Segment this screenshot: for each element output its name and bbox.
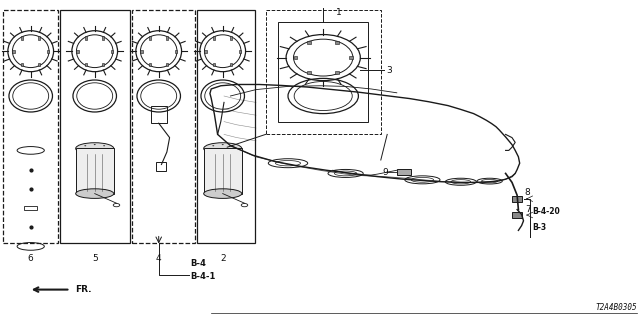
Bar (512, 196, 522, 202)
Bar (204, 148, 242, 194)
Text: 4: 4 (156, 254, 161, 263)
Text: B-4-20: B-4-20 (532, 207, 560, 216)
Text: T2A4B0305: T2A4B0305 (595, 303, 637, 312)
Bar (21, 36, 23, 40)
Bar (156, 162, 166, 171)
Bar (335, 71, 339, 75)
Text: B-4-1: B-4-1 (191, 272, 216, 281)
Bar (38, 63, 40, 66)
Text: FR.: FR. (76, 285, 92, 294)
Bar (85, 36, 87, 40)
Bar (166, 36, 168, 40)
Text: 7: 7 (525, 205, 531, 214)
Bar (204, 50, 207, 53)
Bar (111, 50, 113, 53)
Bar (230, 36, 232, 40)
Bar (21, 63, 23, 66)
Bar (278, 22, 368, 122)
Ellipse shape (76, 189, 114, 198)
Circle shape (103, 145, 105, 146)
Circle shape (81, 148, 83, 149)
Bar (38, 36, 40, 40)
Bar (140, 50, 143, 53)
Bar (294, 56, 297, 60)
Text: 2: 2 (220, 254, 225, 263)
Circle shape (231, 145, 233, 146)
Bar (47, 50, 49, 53)
Bar (150, 106, 167, 123)
Bar (335, 41, 339, 44)
Text: 1: 1 (336, 8, 342, 17)
Bar (197, 10, 255, 243)
Ellipse shape (204, 189, 242, 198)
Bar (132, 10, 195, 243)
Circle shape (84, 145, 86, 146)
Text: 6: 6 (28, 254, 33, 263)
Circle shape (221, 144, 224, 145)
Text: 8: 8 (525, 188, 531, 197)
Bar (24, 206, 37, 211)
Circle shape (235, 148, 237, 149)
Bar (102, 36, 104, 40)
Bar (230, 63, 232, 66)
Text: B-3: B-3 (532, 223, 547, 232)
Bar (3, 10, 58, 243)
Bar (60, 10, 130, 243)
Bar (102, 63, 104, 66)
Bar (85, 63, 87, 66)
Bar (12, 50, 15, 53)
Bar (349, 56, 353, 60)
Circle shape (209, 148, 211, 149)
Text: 5: 5 (92, 254, 97, 263)
Bar (307, 41, 311, 44)
Ellipse shape (76, 143, 114, 154)
Text: 9: 9 (382, 168, 388, 177)
Bar (76, 50, 79, 53)
Bar (239, 50, 241, 53)
Bar (512, 212, 522, 218)
Bar (213, 63, 215, 66)
Bar (307, 71, 311, 75)
Bar (166, 63, 168, 66)
Text: 3: 3 (386, 66, 392, 75)
Circle shape (93, 144, 96, 145)
Bar (149, 36, 151, 40)
Text: B-4: B-4 (191, 260, 207, 268)
Circle shape (107, 148, 109, 149)
Bar (266, 10, 381, 134)
Ellipse shape (204, 143, 242, 154)
Bar (213, 36, 215, 40)
Bar (149, 63, 151, 66)
Bar (76, 148, 114, 194)
Circle shape (212, 145, 214, 146)
Bar (175, 50, 177, 53)
Bar (397, 169, 411, 175)
